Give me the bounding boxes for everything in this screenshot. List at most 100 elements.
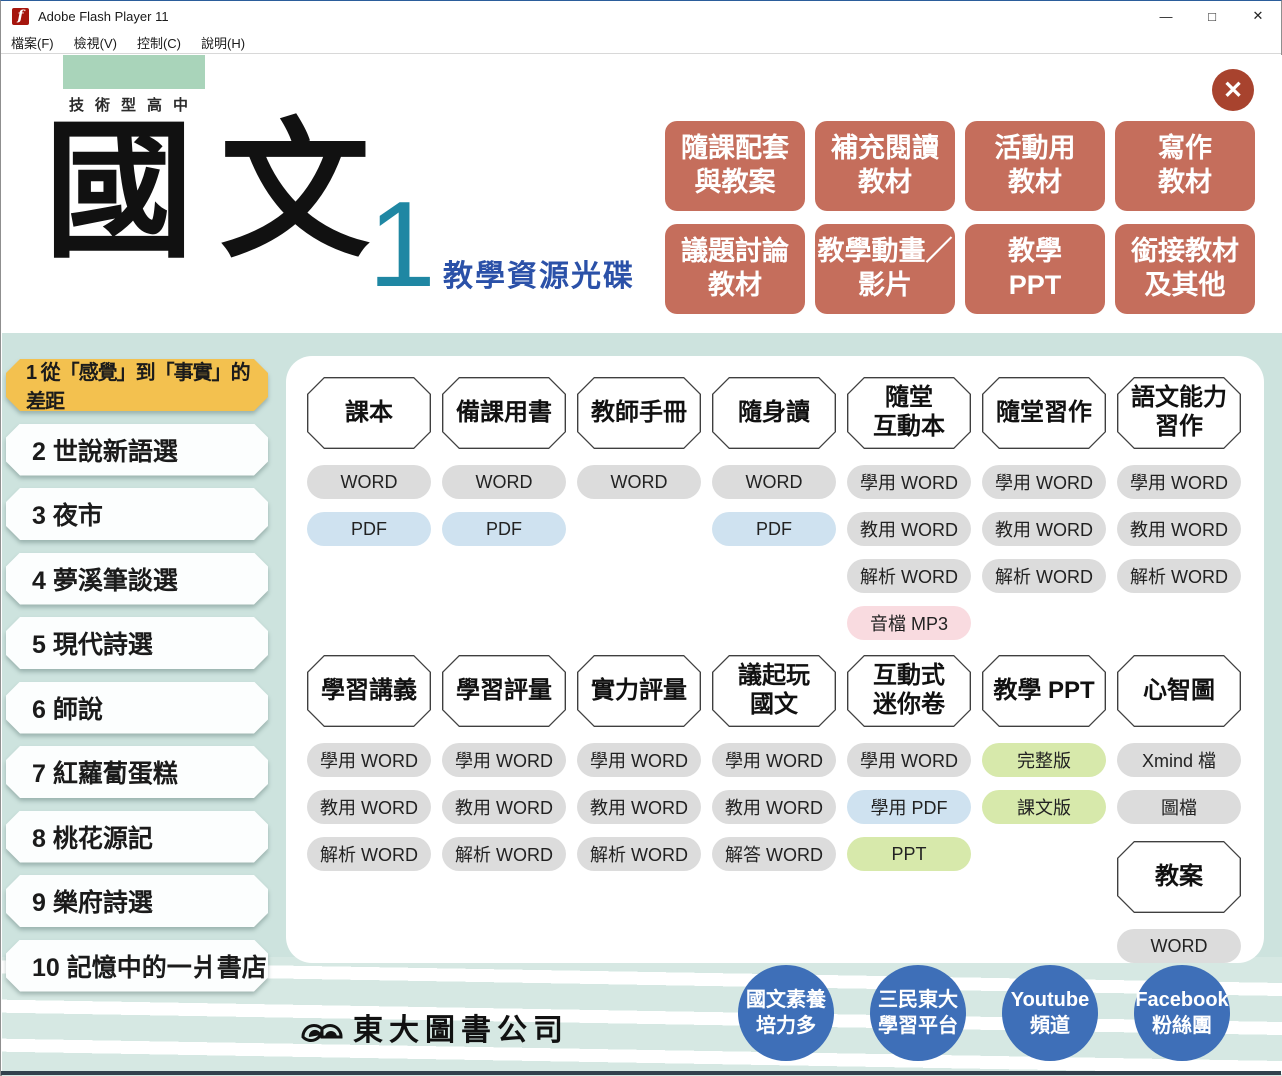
file-image-button[interactable]: 圖檔 [1117, 790, 1241, 824]
file-word-button[interactable]: 學用 WORD [1117, 465, 1241, 499]
resource-column: 備課用書 WORD PDF [442, 377, 566, 640]
resource-fun-chinese-button[interactable]: 議起玩 國文 [712, 655, 836, 727]
file-word-button[interactable]: 學用 WORD [712, 743, 836, 777]
resource-class-workbook-button[interactable]: 隨堂習作 [982, 377, 1106, 449]
file-word-button[interactable]: 教用 WORD [847, 512, 971, 546]
file-word-button[interactable]: 教用 WORD [712, 790, 836, 824]
subject-title: 國文 [44, 103, 397, 279]
file-word-button[interactable]: 解析 WORD [847, 559, 971, 593]
file-word-button[interactable]: 教用 WORD [577, 790, 701, 824]
category-teaching-ppt-button[interactable]: 教學 PPT [965, 224, 1105, 314]
file-word-button[interactable]: WORD [712, 465, 836, 499]
file-word-button[interactable]: 解析 WORD [442, 837, 566, 871]
file-pdf-button[interactable]: PDF [307, 512, 431, 546]
file-text-version-button[interactable]: 課文版 [982, 790, 1106, 824]
resource-teaching-ppt-button[interactable]: 教學 PPT [982, 655, 1106, 727]
maximize-icon[interactable]: □ [1208, 8, 1216, 24]
file-word-button[interactable]: WORD [307, 465, 431, 499]
menu-view[interactable]: 檢視(V) [73, 35, 117, 51]
link-facebook-fanpage[interactable]: Facebook 粉絲團 [1134, 965, 1230, 1061]
resource-study-handout-button[interactable]: 學習講義 [307, 655, 431, 727]
file-pdf-button[interactable]: PDF [712, 512, 836, 546]
file-word-button[interactable]: 學用 WORD [847, 465, 971, 499]
resource-column: 教學 PPT 完整版 課文版 [982, 655, 1106, 963]
resource-study-assessment-button[interactable]: 學習評量 [442, 655, 566, 727]
flash-player-icon: f [12, 7, 29, 25]
close-icon[interactable]: ✕ [1252, 8, 1264, 23]
category-animation-video-button[interactable]: 教學動畫／ 影片 [815, 224, 955, 314]
file-xmind-button[interactable]: Xmind 檔 [1117, 743, 1241, 777]
resource-interactive-mini-quiz-button[interactable]: 互動式 迷你卷 [847, 655, 971, 727]
link-literacy-platform[interactable]: 國文素養 培力多 [738, 965, 834, 1061]
lesson-item-2[interactable]: 2 世說新語選 [6, 424, 268, 476]
resource-interactive-workbook-button[interactable]: 隨堂 互動本 [847, 377, 971, 449]
file-word-button[interactable]: 教用 WORD [1117, 512, 1241, 546]
menu-control[interactable]: 控制(C) [136, 35, 181, 51]
file-word-button[interactable]: 學用 WORD [577, 743, 701, 777]
window-controls: — □ ✕ [1143, 1, 1281, 31]
file-full-version-button[interactable]: 完整版 [982, 743, 1106, 777]
lesson-item-4[interactable]: 4 夢溪筆談選 [6, 553, 268, 605]
file-word-button[interactable]: 教用 WORD [307, 790, 431, 824]
resource-column: 互動式 迷你卷 學用 WORD 學用 PDF PPT [847, 655, 971, 963]
resource-column: 教師手冊 WORD [577, 377, 701, 640]
menu-help[interactable]: 說明(H) [201, 35, 246, 51]
lesson-item-5[interactable]: 5 現代詩選 [6, 617, 268, 669]
bottom-border [1, 1071, 1281, 1075]
minimize-icon[interactable]: — [1159, 8, 1173, 24]
file-word-button[interactable]: 教用 WORD [982, 512, 1106, 546]
resource-panel: 課本 WORD PDF 備課用書 WORD PDF 教師手冊 [286, 356, 1264, 963]
resource-lesson-prep-book-button[interactable]: 備課用書 [442, 377, 566, 449]
publisher-logo: 東大圖書公司 [301, 1005, 569, 1049]
file-word-button[interactable]: 教用 WORD [442, 790, 566, 824]
category-activity-materials-button[interactable]: 活動用 教材 [965, 121, 1105, 211]
lesson-item-8[interactable]: 8 桃花源記 [6, 811, 268, 863]
category-bridging-materials-button[interactable]: 銜接教材 及其他 [1115, 224, 1255, 314]
file-word-button[interactable]: 學用 WORD [847, 743, 971, 777]
file-pdf-button[interactable]: 學用 PDF [847, 790, 971, 824]
window-titlebar: f Adobe Flash Player 11 — □ ✕ [1, 1, 1281, 31]
file-word-button[interactable]: WORD [442, 465, 566, 499]
resource-ability-assessment-button[interactable]: 實力評量 [577, 655, 701, 727]
file-word-button[interactable]: WORD [1117, 929, 1241, 963]
resource-column: 隨堂習作 學用 WORD 教用 WORD 解析 WORD [982, 377, 1106, 640]
file-ppt-button[interactable]: PPT [847, 837, 971, 871]
resource-language-skill-workbook-button[interactable]: 語文能力 習作 [1117, 377, 1241, 449]
category-topic-discussion-button[interactable]: 議題討論 教材 [665, 224, 805, 314]
file-word-button[interactable]: 解析 WORD [577, 837, 701, 871]
resource-column: 課本 WORD PDF [307, 377, 431, 640]
file-word-button[interactable]: 學用 WORD [982, 465, 1106, 499]
lesson-item-1[interactable]: 1 從「感覺」到「事實」的差距 [6, 359, 268, 411]
lesson-item-10[interactable]: 10 記憶中的一爿書店 [6, 940, 268, 992]
file-word-button[interactable]: 解答 WORD [712, 837, 836, 871]
lesson-item-3[interactable]: 3 夜市 [6, 488, 268, 540]
resource-pocket-reader-button[interactable]: 隨身讀 [712, 377, 836, 449]
resource-lesson-plan-button[interactable]: 教案 [1117, 841, 1241, 913]
resource-mind-map-button[interactable]: 心智圖 [1117, 655, 1241, 727]
category-supplementary-reading-button[interactable]: 補充閱讀 教材 [815, 121, 955, 211]
file-word-button[interactable]: 解析 WORD [307, 837, 431, 871]
publisher-name: 東大圖書公司 [353, 1013, 569, 1048]
lesson-item-7[interactable]: 7 紅蘿蔔蛋糕 [6, 746, 268, 798]
file-word-button[interactable]: 學用 WORD [442, 743, 566, 777]
resource-textbook-button[interactable]: 課本 [307, 377, 431, 449]
publisher-arch-icon [301, 1024, 343, 1042]
category-writing-materials-button[interactable]: 寫作 教材 [1115, 121, 1255, 211]
window-title: Adobe Flash Player 11 [38, 8, 169, 24]
resource-column: 語文能力 習作 學用 WORD 教用 WORD 解析 WORD [1117, 377, 1241, 640]
file-word-button[interactable]: 解析 WORD [982, 559, 1106, 593]
menu-file[interactable]: 檔案(F) [11, 35, 54, 51]
lesson-item-9[interactable]: 9 樂府詩選 [6, 875, 268, 927]
lesson-item-6[interactable]: 6 師說 [6, 682, 268, 734]
file-word-button[interactable]: 學用 WORD [307, 743, 431, 777]
file-pdf-button[interactable]: PDF [442, 512, 566, 546]
category-lesson-package-button[interactable]: 隨課配套 與教案 [665, 121, 805, 211]
link-youtube-channel[interactable]: Youtube 頻道 [1002, 965, 1098, 1061]
exit-button[interactable]: ✕ [1212, 69, 1254, 111]
file-word-button[interactable]: 解析 WORD [1117, 559, 1241, 593]
file-word-button[interactable]: WORD [577, 465, 701, 499]
file-mp3-button[interactable]: 音檔 MP3 [847, 606, 971, 640]
link-learning-platform[interactable]: 三民東大 學習平台 [870, 965, 966, 1061]
resource-teacher-manual-button[interactable]: 教師手冊 [577, 377, 701, 449]
